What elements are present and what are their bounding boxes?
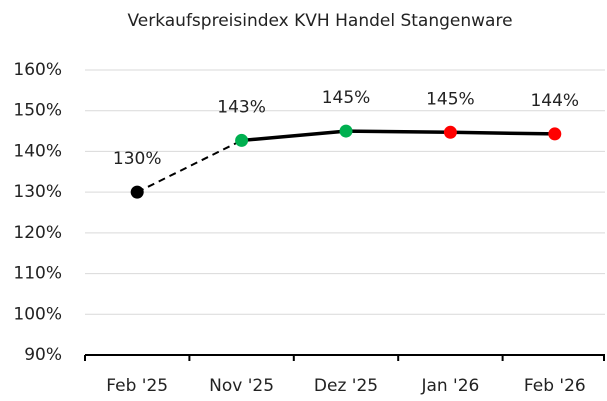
point bbox=[130, 185, 144, 199]
point bbox=[235, 133, 249, 147]
line-segment bbox=[136, 139, 243, 194]
point bbox=[548, 127, 562, 141]
x-tick-label: Jan '26 bbox=[420, 376, 479, 396]
x-tick-label: Nov '25 bbox=[209, 376, 274, 396]
y-tick-label: 130% bbox=[13, 182, 62, 202]
line-segment bbox=[345, 129, 451, 135]
point bbox=[443, 125, 457, 139]
y-tick-label: 150% bbox=[13, 101, 62, 121]
data-label: 145% bbox=[426, 89, 475, 109]
y-tick-label: 90% bbox=[24, 345, 62, 365]
y-tick-label: 100% bbox=[13, 304, 62, 324]
y-tick-label: 120% bbox=[13, 223, 62, 243]
chart-title: Verkaufspreisindex KVH Handel Stangenwar… bbox=[127, 11, 512, 31]
y-tick-label: 160% bbox=[13, 60, 62, 80]
data-label: 145% bbox=[322, 88, 371, 108]
data-label: 144% bbox=[530, 91, 579, 111]
line-segment bbox=[450, 130, 555, 136]
data-label: 130% bbox=[113, 149, 162, 169]
point bbox=[339, 124, 353, 138]
data-label: 143% bbox=[217, 97, 266, 117]
y-tick-label: 140% bbox=[13, 141, 62, 161]
y-tick-label: 110% bbox=[13, 264, 62, 284]
x-tick-label: Dez '25 bbox=[314, 376, 378, 396]
line-segment bbox=[241, 129, 347, 143]
x-tick-label: Feb '25 bbox=[106, 376, 168, 396]
x-tick-label: Feb '26 bbox=[524, 376, 586, 396]
